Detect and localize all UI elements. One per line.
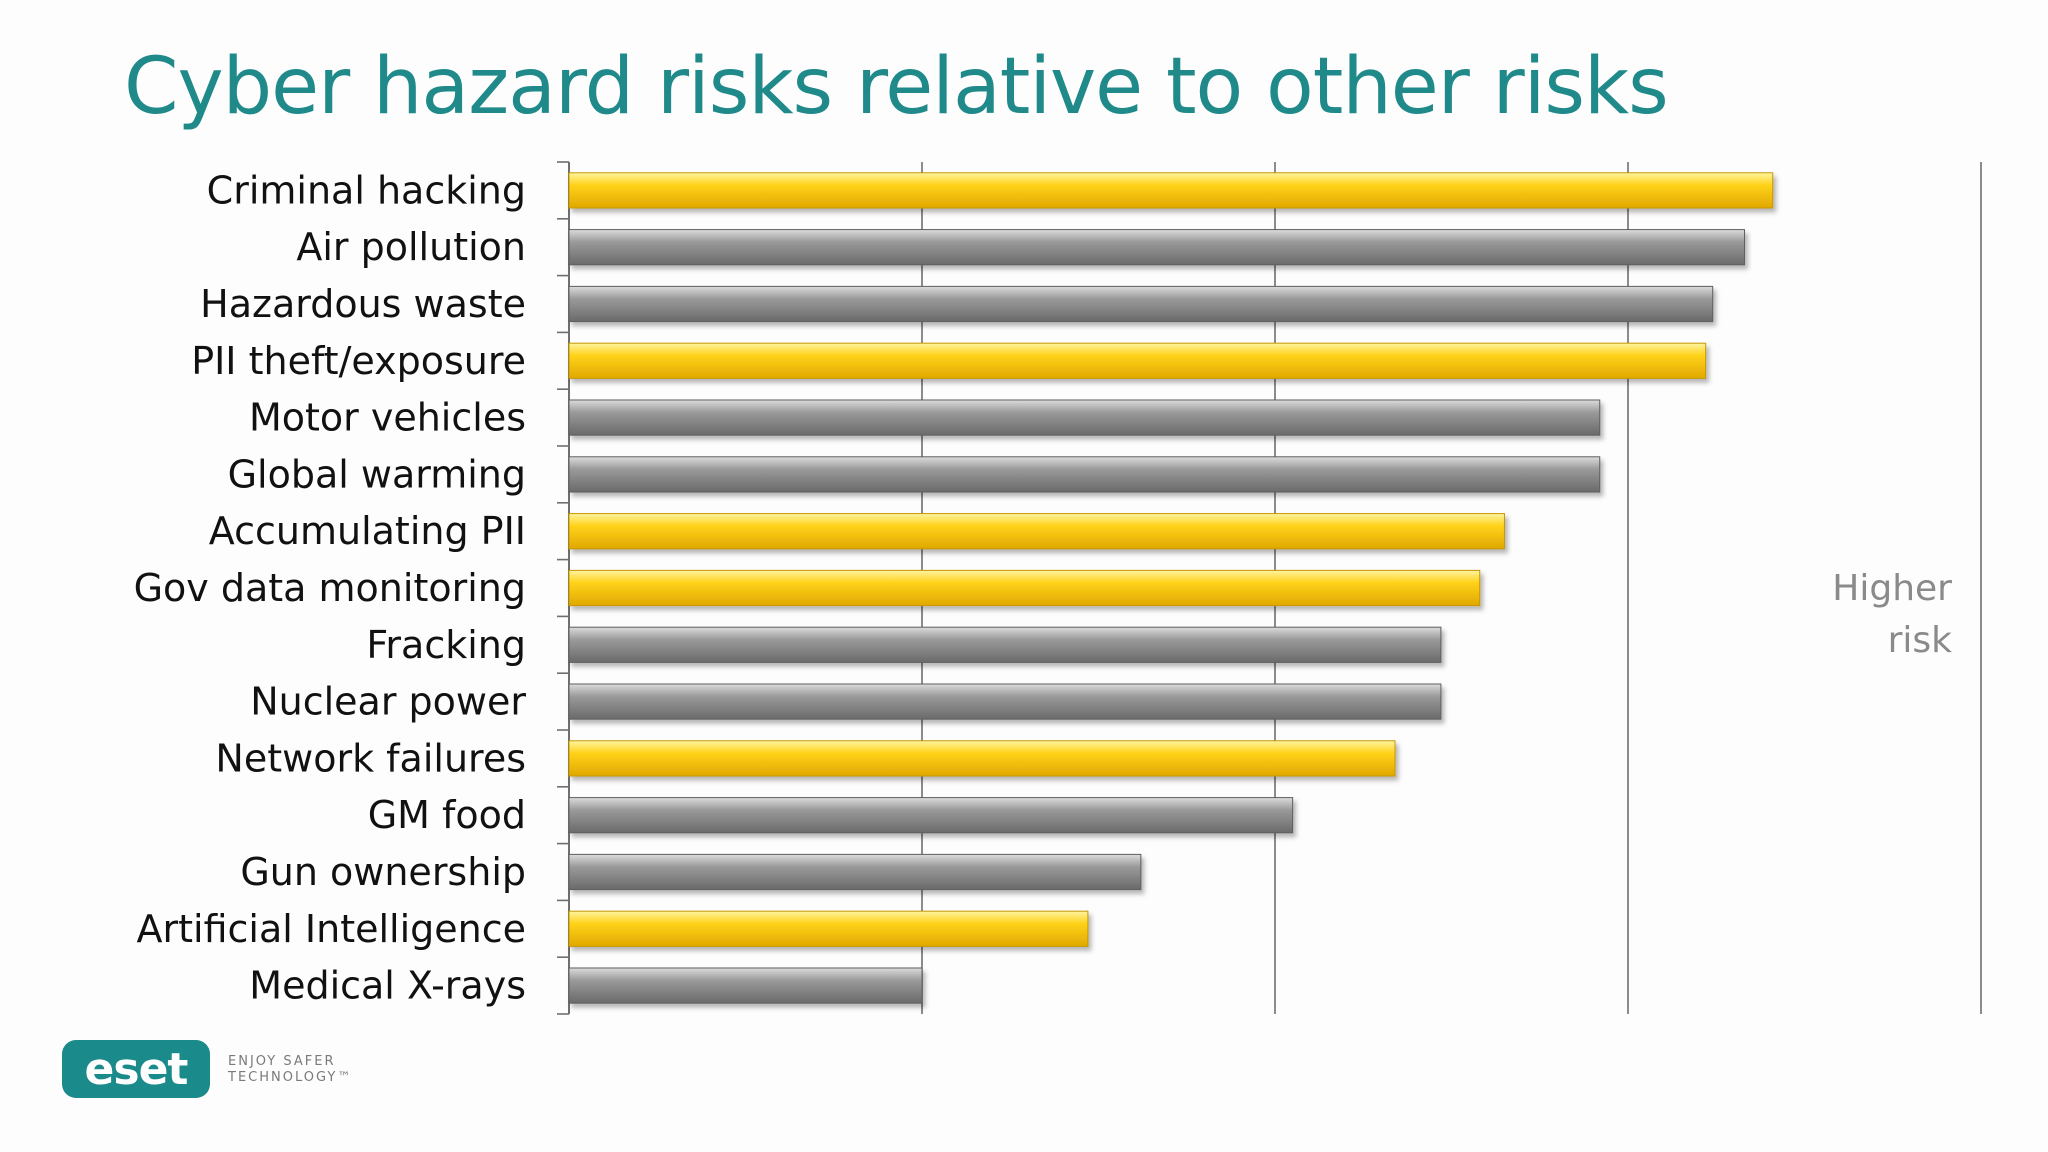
category-labels: Criminal hacking Air pollution Hazardous w…: [134, 168, 527, 1007]
other-risk-bar: [568, 683, 1442, 720]
higher-risk-label-line2: risk: [1888, 620, 1953, 661]
category-label: Air pollution: [296, 225, 526, 269]
cyber-risk-bar: [568, 569, 1481, 607]
cyber-risk-bar: [568, 342, 1707, 379]
other-risk-bar: [568, 967, 923, 1004]
slide-title: Cyber hazard risks relative to other ris…: [124, 42, 1669, 132]
category-label: Hazardous waste: [200, 282, 526, 326]
tagline-line1: ENJOY SAFER: [228, 1054, 336, 1069]
logo-wordmark: eset: [84, 1043, 189, 1095]
higher-risk-label-line1: Higher: [1832, 568, 1952, 609]
category-label: Artificial Intelligence: [137, 907, 526, 951]
category-label: Gun ownership: [240, 850, 526, 894]
other-risk-bar: [568, 456, 1601, 493]
category-label: Accumulating PII: [209, 509, 526, 553]
category-label: Motor vehicles: [249, 396, 526, 440]
other-risk-bar: [568, 797, 1294, 834]
higher-risk-note: Higher risk: [1832, 568, 1952, 661]
category-label: PII theft/exposure: [191, 339, 526, 383]
cyber-risk-bar: [568, 513, 1505, 550]
tagline-line2: TECHNOLOGY™: [228, 1070, 353, 1085]
brand-tagline: ENJOY SAFER TECHNOLOGY™: [228, 1054, 352, 1086]
category-label: Criminal hacking: [207, 168, 526, 212]
other-risk-bar: [568, 853, 1142, 891]
category-label: Global warming: [228, 452, 526, 496]
category-label: Gov data monitoring: [134, 566, 526, 610]
bars: [568, 172, 1774, 1004]
other-risk-bar: [568, 285, 1714, 323]
other-risk-bar: [568, 626, 1442, 663]
other-risk-bar: [568, 399, 1601, 436]
category-label: Nuclear power: [250, 680, 526, 724]
cyber-risk-bar: [568, 910, 1089, 947]
category-label: Network failures: [215, 736, 526, 780]
cyber-risk-bar: [568, 172, 1774, 209]
category-label: GM food: [368, 793, 526, 837]
category-label: Medical X-rays: [249, 964, 526, 1008]
cyber-risk-bar: [568, 740, 1396, 777]
eset-logo: eset: [62, 1040, 210, 1098]
other-risk-bar: [568, 229, 1745, 266]
category-label: Fracking: [366, 623, 526, 667]
